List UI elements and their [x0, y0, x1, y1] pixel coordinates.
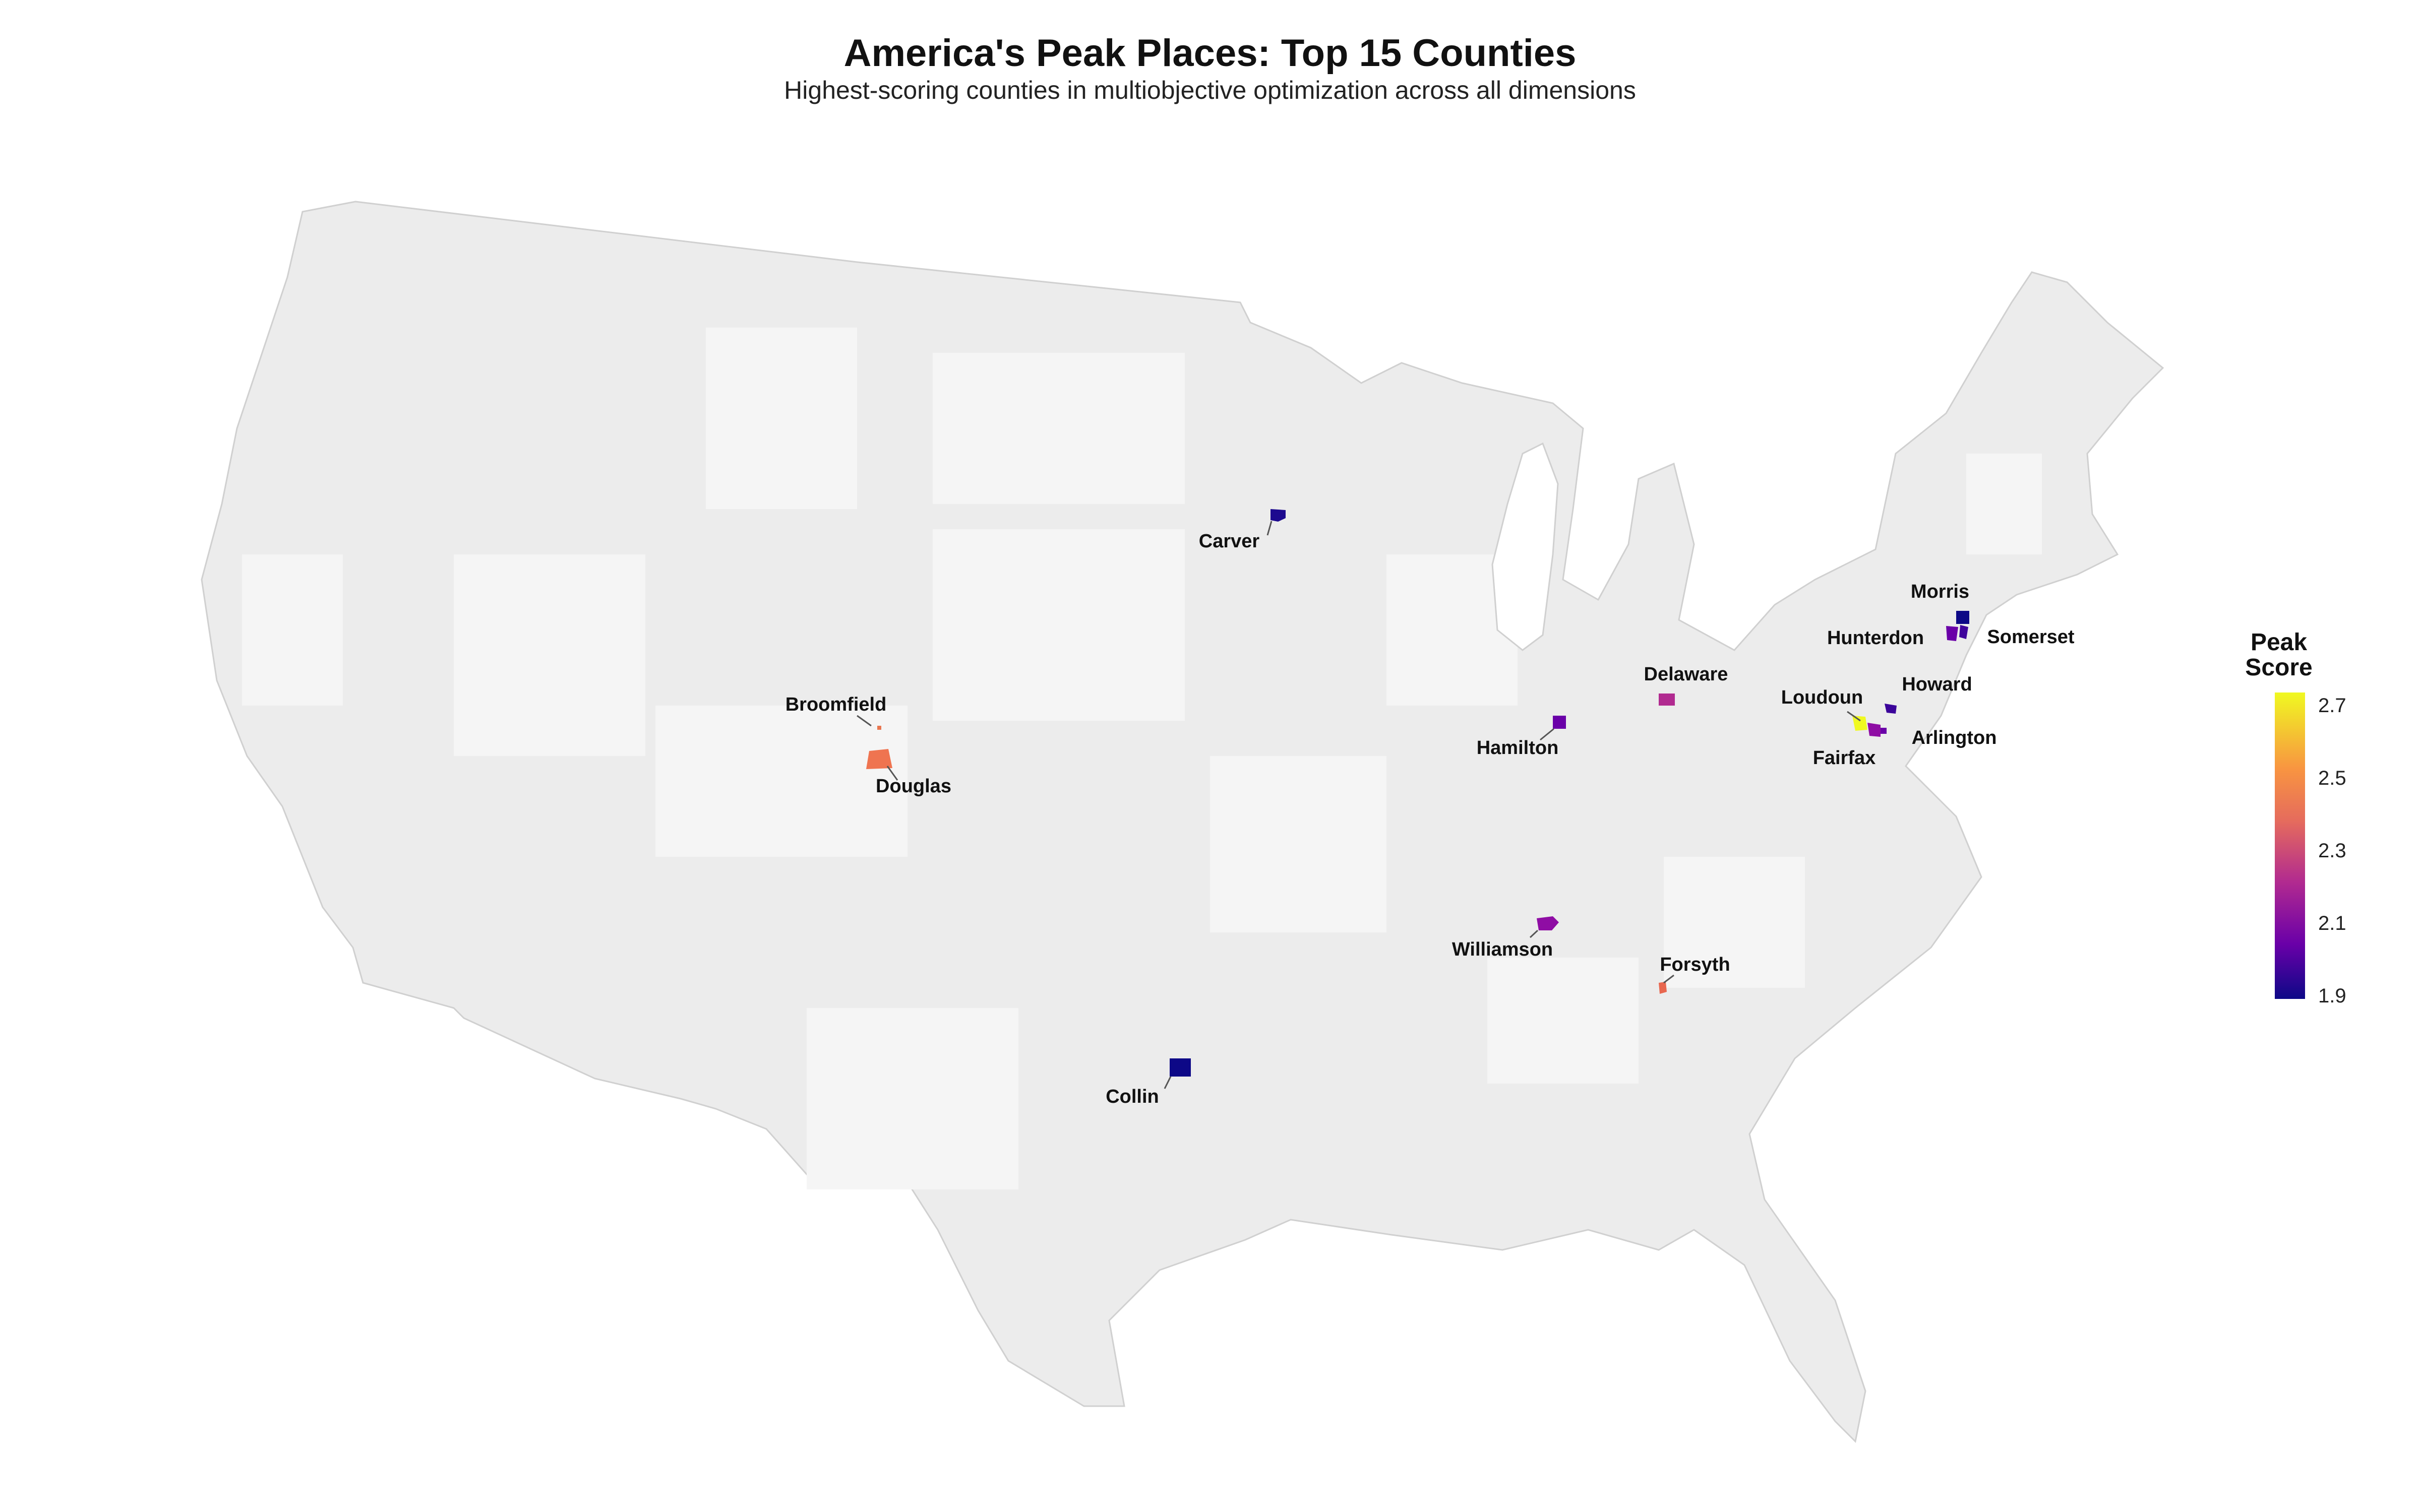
label-somerset: Somerset — [1987, 626, 2075, 648]
county-hamilton[interactable] — [1553, 716, 1566, 729]
legend-tick — [2305, 852, 2312, 853]
label-delaware: Delaware — [1644, 664, 1728, 685]
county-delaware[interactable] — [1659, 694, 1675, 706]
label-howard: Howard — [1902, 674, 1972, 695]
county-fairfax[interactable] — [1867, 723, 1881, 737]
legend-title-line1: Peak — [2250, 629, 2308, 656]
label-hamilton: Hamilton — [1477, 737, 1559, 759]
county-somerset[interactable] — [1959, 625, 1968, 639]
county-texture — [242, 328, 2042, 1189]
legend-tick-label: 2.5 — [2318, 767, 2346, 789]
county-broomfield[interactable] — [877, 726, 881, 730]
label-hunterdon: Hunterdon — [1827, 627, 1924, 649]
label-loudoun: Loudoun — [1781, 687, 1863, 708]
label-arlington: Arlington — [1912, 727, 1997, 748]
legend-tick-label: 2.1 — [2318, 912, 2346, 934]
county-howard[interactable] — [1885, 704, 1897, 714]
legend-tick — [2305, 779, 2312, 781]
label-leaders — [857, 521, 1861, 1089]
legend-colorbar — [2275, 692, 2305, 999]
lake-michigan — [1491, 442, 1559, 651]
label-carver: Carver — [1199, 531, 1260, 552]
legend-tick — [2305, 924, 2312, 926]
us-landmass — [201, 201, 2164, 1443]
map-title: America's Peak Places: Top 15 Counties — [843, 32, 1577, 75]
county-douglas[interactable] — [866, 749, 892, 769]
county-hunterdon[interactable] — [1946, 626, 1958, 641]
county-carver[interactable] — [1270, 509, 1286, 522]
county-collin[interactable] — [1170, 1058, 1191, 1077]
label-morris: Morris — [1911, 581, 1969, 602]
legend-tick-label: 2.7 — [2318, 695, 2346, 717]
legend-tick-label: 2.3 — [2318, 840, 2346, 862]
label-collin: Collin — [1106, 1086, 1159, 1107]
label-forsyth: Forsyth — [1660, 954, 1730, 975]
county-williamson[interactable] — [1537, 916, 1559, 930]
legend-tick — [2305, 707, 2312, 708]
label-fairfax: Fairfax — [1813, 747, 1876, 769]
county-morris[interactable] — [1956, 611, 1969, 624]
map-subtitle: Highest-scoring counties in multiobjecti… — [784, 76, 1636, 104]
legend-title-line2: Score — [2245, 654, 2313, 681]
county-forsyth[interactable] — [1659, 982, 1667, 994]
label-williamson: Williamson — [1452, 939, 1553, 960]
county-loudoun[interactable] — [1852, 716, 1867, 731]
label-broomfield: Broomfield — [785, 694, 887, 715]
legend-tick-label: 1.9 — [2318, 985, 2346, 1007]
legend-tick — [2305, 997, 2312, 998]
county-arlington[interactable] — [1881, 728, 1887, 734]
legend-title: Peak Score — [2228, 630, 2329, 680]
label-douglas: Douglas — [876, 776, 951, 797]
